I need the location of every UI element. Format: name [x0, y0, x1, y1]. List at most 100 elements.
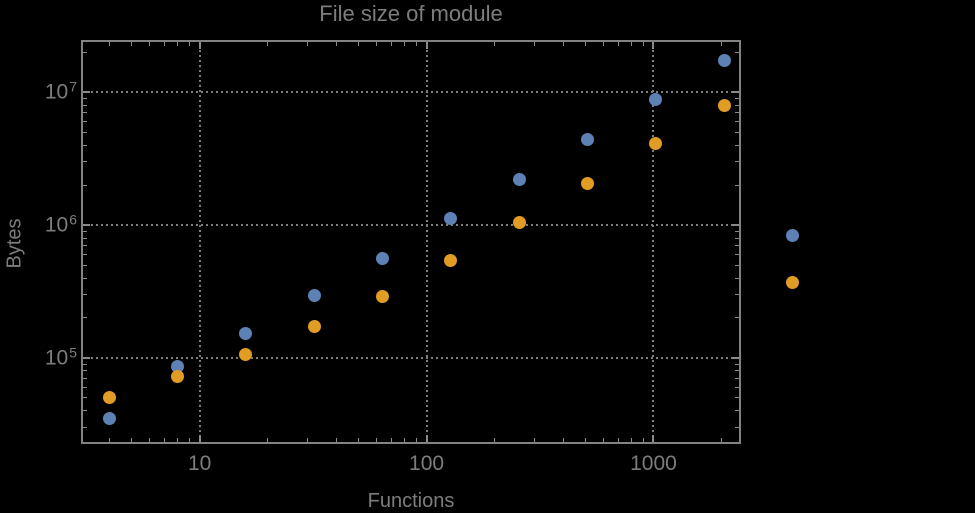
y-gridline	[81, 224, 741, 227]
y-tick-right	[735, 264, 739, 266]
x-tick-top	[177, 42, 179, 46]
data-point-orange	[785, 276, 799, 290]
x-tick-bottom	[425, 435, 428, 442]
y-tick-right	[735, 317, 739, 319]
y-tick-right	[735, 386, 739, 388]
y-tick-left	[83, 245, 87, 247]
y-tick-right	[735, 363, 739, 365]
data-point-orange	[102, 391, 116, 405]
x-tick-top	[562, 42, 564, 46]
y-tick-label: 105	[44, 344, 77, 370]
y-tick-exponent: 7	[69, 78, 77, 95]
y-tick-right	[735, 237, 739, 239]
x-tick-bottom	[584, 438, 586, 442]
y-tick-right	[735, 410, 739, 412]
x-tick-bottom	[404, 438, 406, 442]
y-tick-right	[735, 397, 739, 399]
x-tick-bottom	[198, 435, 201, 442]
x-tick-bottom	[415, 438, 417, 442]
x-tick-top	[534, 42, 536, 46]
x-tick-top	[494, 42, 496, 46]
data-point-blue	[649, 93, 663, 107]
data-point-orange	[239, 347, 253, 361]
x-gridline	[652, 40, 655, 444]
x-tick-bottom	[108, 438, 110, 442]
x-tick-bottom	[148, 438, 150, 442]
y-tick-right	[732, 356, 739, 359]
y-tick-right	[735, 144, 739, 146]
x-tick-bottom	[390, 438, 392, 442]
y-tick-left	[83, 51, 87, 53]
y-tick-left	[83, 294, 87, 296]
y-tick-left	[83, 410, 87, 412]
x-tick-top	[307, 42, 309, 46]
data-point-orange	[512, 215, 526, 229]
x-tick-top	[602, 42, 604, 46]
y-tick-left	[83, 224, 90, 227]
x-tick-top	[375, 42, 377, 46]
y-tick-label: 106	[44, 211, 77, 237]
x-gridline	[425, 40, 428, 444]
chart-title: File size of module	[319, 1, 503, 26]
y-gridline	[81, 356, 741, 359]
y-tick-left	[83, 386, 87, 388]
y-tick-mantissa: 10	[44, 213, 69, 237]
x-tick-label: 100	[409, 452, 445, 475]
y-tick-left	[83, 264, 87, 266]
data-point-blue	[512, 172, 526, 186]
y-tick-left	[83, 184, 87, 186]
data-point-blue	[171, 360, 185, 374]
x-tick-bottom	[307, 438, 309, 442]
y-tick-exponent: 5	[69, 344, 77, 361]
x-tick-top	[164, 42, 165, 46]
x-axis-label: Functions	[367, 490, 455, 512]
y-tick-right	[735, 277, 739, 279]
y-tick-left	[83, 370, 87, 372]
x-tick-top	[425, 42, 428, 49]
x-tick-bottom	[335, 438, 337, 442]
y-tick-left	[83, 277, 87, 279]
y-tick-right	[735, 161, 739, 163]
x-tick-bottom	[534, 438, 536, 442]
data-point-blue	[785, 228, 799, 242]
data-point-blue	[581, 132, 595, 146]
x-tick-top	[267, 42, 269, 46]
x-tick-top	[721, 42, 723, 46]
x-tick-top	[188, 42, 190, 46]
y-tick-left	[83, 317, 87, 319]
x-tick-top	[148, 42, 150, 46]
y-tick-mantissa: 10	[44, 346, 69, 370]
y-tick-right	[735, 230, 739, 232]
y-tick-left	[83, 426, 87, 428]
y-tick-right	[735, 254, 739, 256]
x-tick-bottom	[130, 438, 132, 442]
x-tick-top	[652, 42, 655, 49]
y-tick-right	[732, 91, 739, 94]
y-tick-left	[83, 397, 87, 399]
y-tick-left	[83, 131, 87, 133]
x-tick-top	[617, 42, 619, 46]
y-tick-right	[735, 51, 739, 53]
x-gridline	[198, 40, 201, 444]
y-tick-left	[83, 237, 87, 239]
y-tick-left	[83, 104, 87, 106]
y-tick-label: 107	[44, 78, 77, 104]
y-tick-exponent: 6	[69, 211, 77, 228]
data-point-orange	[376, 290, 390, 304]
x-tick-top	[415, 42, 417, 46]
y-gridline	[81, 91, 741, 94]
x-tick-bottom	[617, 438, 619, 442]
y-tick-right	[732, 224, 739, 227]
x-tick-top	[108, 42, 110, 46]
y-tick-left	[83, 91, 90, 94]
data-point-blue	[239, 326, 253, 340]
x-tick-top	[631, 42, 632, 46]
x-tick-bottom	[652, 435, 655, 442]
y-tick-left	[83, 112, 87, 114]
data-point-blue	[376, 252, 390, 266]
y-tick-mantissa: 10	[44, 80, 69, 104]
x-tick-label: 1000	[630, 452, 677, 475]
data-point-blue	[307, 289, 321, 303]
x-tick-bottom	[642, 438, 644, 442]
